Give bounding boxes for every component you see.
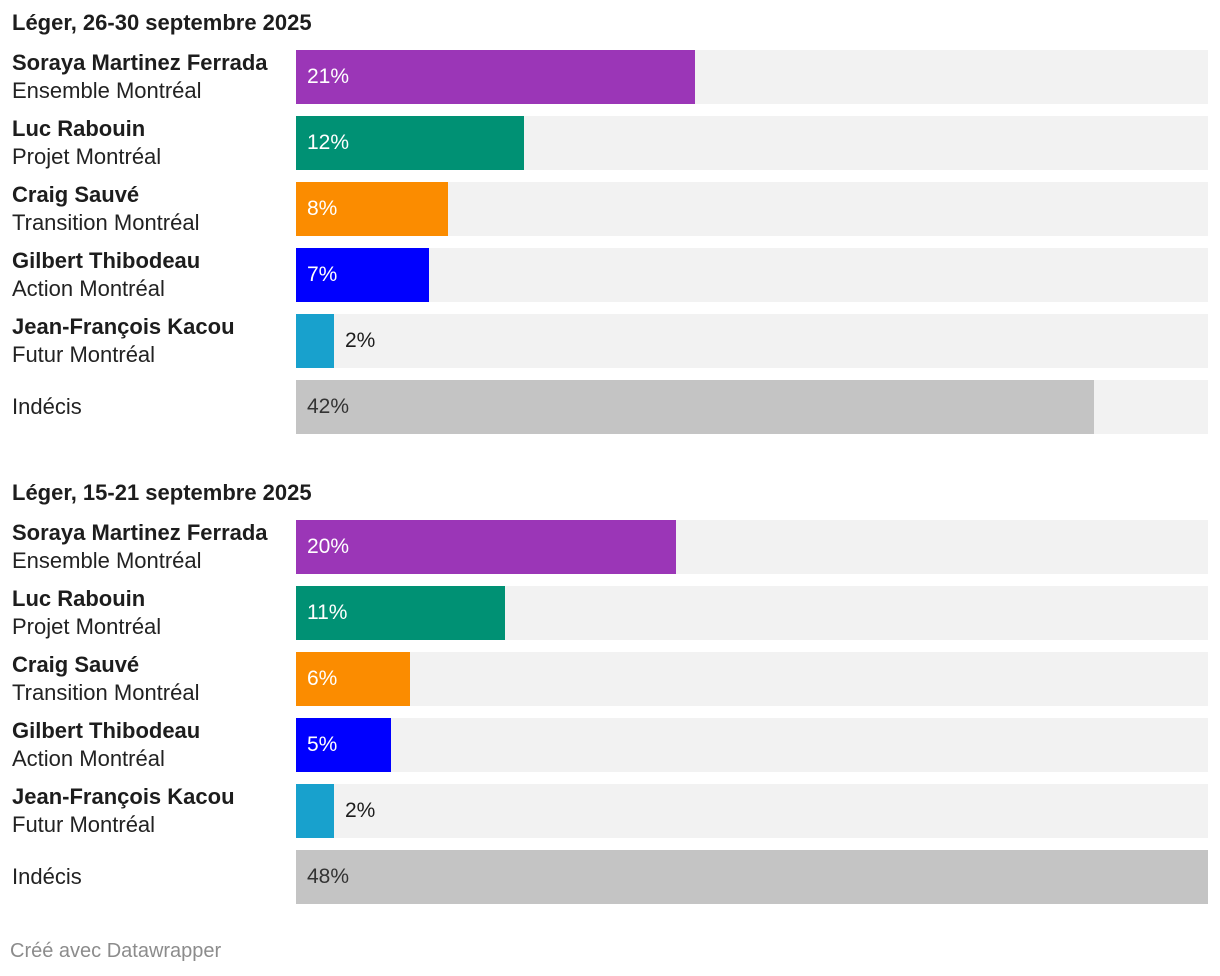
row-label: Soraya Martinez Ferrada Ensemble Montréal xyxy=(12,520,292,574)
chart-title: Léger, 15-21 septembre 2025 xyxy=(12,480,312,505)
bar xyxy=(296,520,676,574)
row-label: Luc Rabouin Projet Montréal xyxy=(12,116,292,170)
data-label: 2% xyxy=(345,329,376,352)
bar xyxy=(296,718,391,772)
party-name: Projet Montréal xyxy=(12,614,162,639)
bar-track: 12% xyxy=(296,116,1208,170)
candidate-name: Jean-François Kacou xyxy=(12,314,235,339)
bar-track: 42% xyxy=(296,380,1208,434)
candidate-name: Soraya Martinez Ferrada xyxy=(12,50,268,75)
bar-row: Gilbert Thibodeau Action Montréal 7% xyxy=(0,248,1220,302)
candidate-name: Jean-François Kacou xyxy=(12,784,235,809)
bar xyxy=(296,652,410,706)
bar-row: Indécis 48% xyxy=(0,850,1220,904)
bar-track: 5% xyxy=(296,718,1208,772)
candidate-name: Luc Rabouin xyxy=(12,116,146,141)
row-label: Jean-François Kacou Futur Montréal xyxy=(12,784,292,838)
bar-row: Craig Sauvé Transition Montréal 6% xyxy=(0,652,1220,706)
data-label: 12% xyxy=(307,131,350,154)
row-label: Gilbert Thibodeau Action Montréal xyxy=(12,248,292,302)
party-name: Action Montréal xyxy=(12,276,165,301)
party-name: Action Montréal xyxy=(12,746,165,771)
bar-track: 11% xyxy=(296,586,1208,640)
bar-track: 48% xyxy=(296,850,1208,904)
data-label: 11% xyxy=(307,601,348,624)
data-label: 5% xyxy=(307,733,338,756)
chart-title: Léger, 26-30 septembre 2025 xyxy=(12,10,312,35)
bar-track: 6% xyxy=(296,652,1208,706)
candidate-name: Gilbert Thibodeau xyxy=(12,718,201,743)
bar-row: Soraya Martinez Ferrada Ensemble Montréal… xyxy=(0,50,1220,104)
candidate-name: Gilbert Thibodeau xyxy=(12,248,201,273)
bar-row: Luc Rabouin Projet Montréal 11% xyxy=(0,586,1220,640)
data-label: 8% xyxy=(307,197,338,220)
party-name: Futur Montréal xyxy=(12,342,156,367)
bar xyxy=(296,850,1208,904)
party-name: Indécis xyxy=(12,394,82,419)
bar-row: Gilbert Thibodeau Action Montréal 5% xyxy=(0,718,1220,772)
bar-track: 2% xyxy=(296,314,1208,368)
data-label: 6% xyxy=(307,667,338,690)
candidate-name: Craig Sauvé xyxy=(12,652,140,677)
candidate-name: Craig Sauvé xyxy=(12,182,140,207)
data-label: 21% xyxy=(307,65,350,88)
bar-track: 2% xyxy=(296,784,1208,838)
party-name: Transition Montréal xyxy=(12,210,200,235)
data-label: 2% xyxy=(345,799,376,822)
party-name: Ensemble Montréal xyxy=(12,548,202,573)
bar-row: Soraya Martinez Ferrada Ensemble Montréal… xyxy=(0,520,1220,574)
bar-row: Jean-François Kacou Futur Montréal 2% xyxy=(0,784,1220,838)
row-label: Craig Sauvé Transition Montréal xyxy=(12,182,292,236)
row-label: Indécis xyxy=(12,850,292,904)
bar xyxy=(296,784,334,838)
candidate-name: Luc Rabouin xyxy=(12,586,146,611)
bar xyxy=(296,182,448,236)
bar xyxy=(296,380,1094,434)
party-name: Projet Montréal xyxy=(12,144,162,169)
bar-track: 7% xyxy=(296,248,1208,302)
data-label: 48% xyxy=(307,865,350,888)
bar-track: 20% xyxy=(296,520,1208,574)
bar-track: 21% xyxy=(296,50,1208,104)
bar-track: 8% xyxy=(296,182,1208,236)
party-name: Futur Montréal xyxy=(12,812,156,837)
bar xyxy=(296,586,505,640)
party-name: Ensemble Montréal xyxy=(12,78,202,103)
bar xyxy=(296,116,524,170)
row-label: Soraya Martinez Ferrada Ensemble Montréal xyxy=(12,50,292,104)
row-label: Luc Rabouin Projet Montréal xyxy=(12,586,292,640)
bar-row: Indécis 42% xyxy=(0,380,1220,434)
bar xyxy=(296,248,429,302)
row-label: Gilbert Thibodeau Action Montréal xyxy=(12,718,292,772)
data-label: 7% xyxy=(307,263,338,286)
bar xyxy=(296,50,695,104)
bar xyxy=(296,314,334,368)
party-name: Indécis xyxy=(12,864,82,889)
row-label: Indécis xyxy=(12,380,292,434)
row-label: Jean-François Kacou Futur Montréal xyxy=(12,314,292,368)
candidate-name: Soraya Martinez Ferrada xyxy=(12,520,268,545)
bar-row: Craig Sauvé Transition Montréal 8% xyxy=(0,182,1220,236)
bar-row: Luc Rabouin Projet Montréal 12% xyxy=(0,116,1220,170)
bar-row: Jean-François Kacou Futur Montréal 2% xyxy=(0,314,1220,368)
data-label: 20% xyxy=(307,535,350,558)
row-label: Craig Sauvé Transition Montréal xyxy=(12,652,292,706)
data-label: 42% xyxy=(307,395,350,418)
footer-credit: Créé avec Datawrapper xyxy=(10,940,222,962)
party-name: Transition Montréal xyxy=(12,680,200,705)
